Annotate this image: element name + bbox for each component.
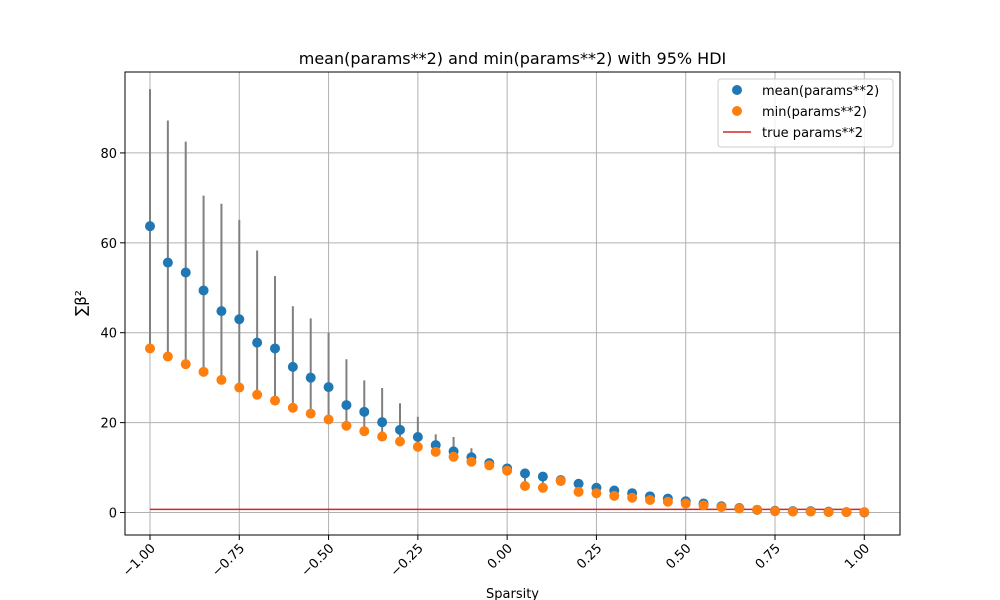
min-point [680, 498, 691, 509]
plot-frame [124, 71, 901, 536]
min-series [145, 343, 870, 518]
mean-point [252, 337, 263, 348]
plot-area [125, 72, 900, 535]
min-point [645, 494, 655, 505]
chart-title: mean(params**2) and min(params**2) with … [299, 49, 727, 68]
y-tick-label: 40 [100, 327, 117, 342]
legend: mean(params**2) min(params**2) true para… [717, 78, 894, 148]
min-point [234, 382, 245, 393]
min-point [270, 395, 280, 406]
mean-point [377, 417, 388, 428]
min-point [502, 465, 513, 476]
min-point [395, 436, 405, 447]
min-point [859, 507, 870, 518]
mean-point [216, 306, 227, 317]
min-point [698, 500, 709, 511]
y-tick-label: 20 [100, 417, 117, 432]
mean-point [270, 343, 280, 354]
min-point [466, 456, 477, 467]
min-point [430, 446, 441, 457]
mean-point [537, 471, 548, 482]
mean-point [305, 372, 316, 383]
mean-point [145, 221, 155, 232]
min-point [484, 460, 495, 471]
min-point [412, 441, 423, 452]
mean-point [162, 257, 173, 268]
min-point [520, 481, 530, 492]
min-point [145, 343, 155, 354]
grid [125, 72, 900, 535]
y-tick-label: 0 [109, 507, 117, 522]
mean-point [412, 432, 423, 443]
x-axis-label: Sparsity [486, 587, 539, 600]
min-point [359, 426, 370, 437]
min-point [627, 492, 638, 503]
mean-point [180, 267, 191, 278]
min-point [805, 506, 816, 517]
legend-min-label: min(params**2) [762, 105, 867, 120]
legend-mean-label: mean(params**2) [762, 84, 879, 99]
y-tick-label: 60 [100, 237, 117, 252]
mean-point [573, 478, 584, 489]
min-point [252, 389, 263, 400]
mean-point [395, 424, 405, 435]
min-point [162, 351, 173, 362]
y-axis-label: ∑β² [72, 290, 90, 316]
min-point [787, 506, 798, 517]
min-point [555, 476, 566, 487]
min-point [216, 374, 227, 385]
mean-point [287, 361, 298, 372]
hdi-bars [149, 89, 848, 513]
legend-min-marker [732, 106, 742, 116]
y-tick-label: 80 [100, 147, 117, 162]
min-point [537, 482, 548, 493]
min-point [752, 504, 763, 515]
min-point [198, 366, 209, 377]
min-point [662, 496, 673, 507]
min-point [734, 503, 745, 514]
min-point [377, 431, 388, 442]
mean-point [520, 468, 530, 479]
min-point [823, 507, 834, 518]
min-point [841, 507, 852, 518]
mean-point [323, 382, 334, 393]
min-point [323, 414, 334, 425]
legend-mean-marker [732, 85, 742, 95]
min-point [770, 506, 780, 517]
min-point [448, 451, 459, 462]
legend-true-label: true params**2 [762, 126, 863, 141]
mean-point [198, 285, 209, 296]
legend-box [717, 78, 894, 148]
min-point [573, 486, 584, 497]
min-point [609, 490, 620, 501]
y-axis-ticks: 0 20 40 60 80 [100, 147, 125, 522]
min-point [180, 359, 191, 370]
mean-point [341, 400, 352, 411]
min-point [716, 502, 727, 513]
mean-point [234, 314, 245, 325]
min-point [305, 408, 316, 419]
min-point [287, 402, 298, 413]
min-point [591, 488, 602, 499]
mean-point [359, 406, 370, 417]
min-point [341, 420, 352, 431]
